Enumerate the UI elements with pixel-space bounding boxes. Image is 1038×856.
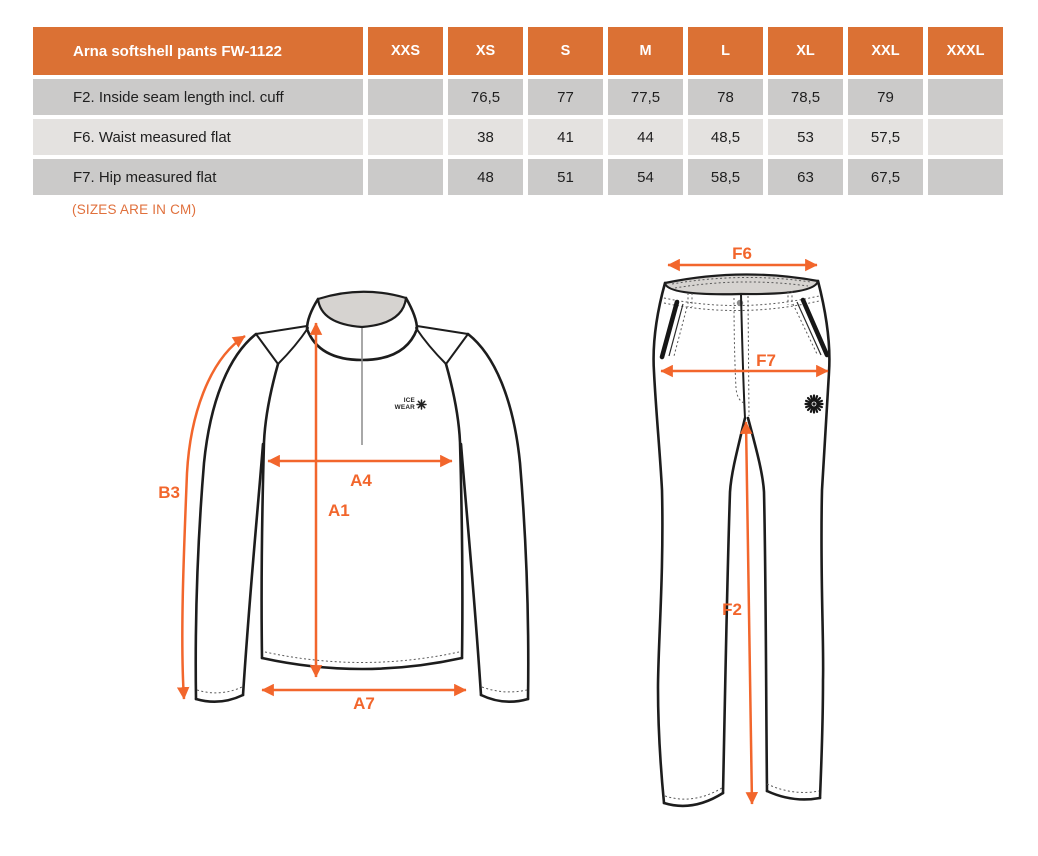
measurement-value-cell: 78 — [688, 79, 763, 115]
jacket-measurements: B3 A1 A4 A7 — [158, 322, 467, 713]
measurement-row-label: F2. Inside seam length incl. cuff — [33, 79, 363, 115]
measurement-value-cell: 57,5 — [848, 119, 923, 155]
measurement-row-label: F7. Hip measured flat — [33, 159, 363, 195]
jacket-label-b3: B3 — [158, 483, 180, 502]
snowflake-icon — [804, 394, 824, 414]
measurement-value-cell: 76,5 — [448, 79, 523, 115]
size-column-header-xs: XS — [448, 27, 523, 75]
measurement-value-cell: 77,5 — [608, 79, 683, 115]
measurement-value-cell — [928, 119, 1003, 155]
snowflake-icon — [416, 399, 427, 410]
measurement-value-cell: 38 — [448, 119, 523, 155]
pants-label-f7: F7 — [756, 351, 776, 370]
pants-label-f2: F2 — [722, 600, 742, 619]
jacket-drawing: ICE WEAR — [194, 290, 530, 704]
jacket-measurement-diagram: ICE WEAR B3 A1 A4 A7 — [158, 290, 530, 713]
pants-measurements: F6 F7 F2 — [660, 244, 829, 805]
size-column-header-xl: XL — [768, 27, 843, 75]
measurement-value-cell: 63 — [768, 159, 843, 195]
measurement-value-cell: 58,5 — [688, 159, 763, 195]
pants-drawing — [652, 273, 831, 808]
measurement-value-cell — [368, 119, 443, 155]
measurement-value-cell: 48 — [448, 159, 523, 195]
measurement-value-cell: 41 — [528, 119, 603, 155]
collar-opening — [316, 290, 408, 329]
size-column-header-l: L — [688, 27, 763, 75]
units-note: (SIZES ARE IN CM) — [72, 202, 197, 217]
measurement-value-cell: 51 — [528, 159, 603, 195]
jacket-label-a7: A7 — [353, 694, 375, 713]
measurement-value-cell: 77 — [528, 79, 603, 115]
measurement-value-cell: 54 — [608, 159, 683, 195]
measurement-value-cell: 67,5 — [848, 159, 923, 195]
measurement-value-cell: 53 — [768, 119, 843, 155]
measurement-value-cell: 44 — [608, 119, 683, 155]
measurement-value-cell — [368, 79, 443, 115]
measurement-value-cell: 79 — [848, 79, 923, 115]
svg-text:WEAR: WEAR — [395, 404, 416, 411]
size-column-header-s: S — [528, 27, 603, 75]
size-column-header-m: M — [608, 27, 683, 75]
measurement-value-cell — [928, 79, 1003, 115]
svg-text:ICE: ICE — [404, 397, 416, 404]
measurement-row-label: F6. Waist measured flat — [33, 119, 363, 155]
pants-measurement-diagram: F6 F7 F2 — [652, 244, 831, 808]
arrow-f2 — [739, 421, 759, 805]
pants-label-f6: F6 — [732, 244, 752, 263]
measurement-value-cell — [928, 159, 1003, 195]
size-column-header-xxs: XXS — [368, 27, 443, 75]
table-product-header: Arna softshell pants FW-1122 — [33, 27, 363, 75]
size-table: Arna softshell pants FW-1122 XXS XS S M L XL XX… — [33, 27, 1003, 195]
right-pocket — [800, 297, 830, 358]
size-column-header-xxl: XXL — [848, 27, 923, 75]
left-pocket — [659, 299, 680, 360]
jacket-label-a4: A4 — [350, 471, 372, 490]
measurement-value-cell: 48,5 — [688, 119, 763, 155]
jacket-label-a1: A1 — [328, 501, 350, 520]
arrow-b3 — [176, 334, 246, 700]
measurement-value-cell — [368, 159, 443, 195]
measurement-value-cell: 78,5 — [768, 79, 843, 115]
size-column-header-xxxl: XXXL — [928, 27, 1003, 75]
icewear-logo: ICE WEAR — [395, 397, 427, 411]
